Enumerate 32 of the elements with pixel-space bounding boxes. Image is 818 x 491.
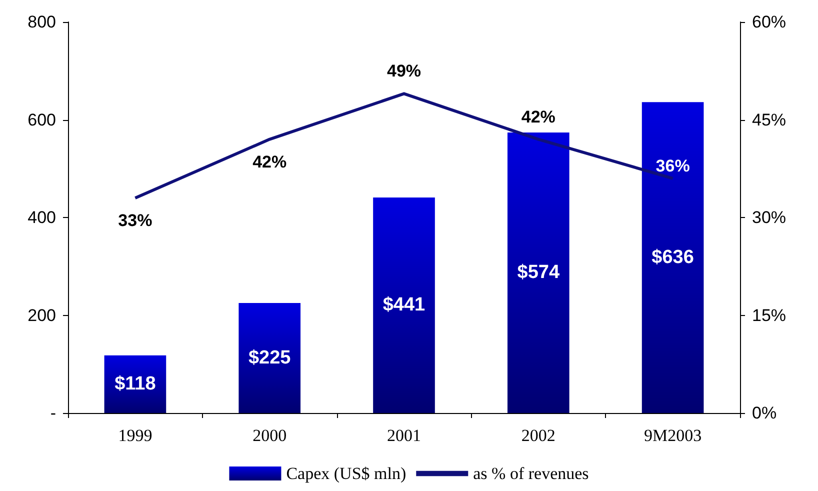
bar xyxy=(104,355,166,413)
data-label: 49% xyxy=(386,62,422,81)
data-label: $225 xyxy=(248,348,292,369)
y-tick-label: - xyxy=(50,404,56,422)
bar xyxy=(507,132,570,413)
data-label: 33% xyxy=(118,210,152,230)
y-tick-label: 800 xyxy=(28,12,56,32)
y2-tick-label: 30% xyxy=(752,208,786,227)
x-tick-label: 2001 xyxy=(387,426,421,445)
y2-tick-label: 45% xyxy=(752,110,786,130)
y2-tick-label: 15% xyxy=(752,306,786,325)
data-label: 36% xyxy=(656,156,690,176)
x-tick-label: 2002 xyxy=(521,426,556,445)
y-tick-label: 400 xyxy=(28,208,56,227)
legend-label: as % of revenues xyxy=(473,464,589,483)
x-tick-label: 2000 xyxy=(252,426,287,445)
data-label: $574 xyxy=(517,262,560,284)
data-label: $441 xyxy=(382,294,426,316)
x-tick-label: 9M2003 xyxy=(644,426,702,445)
bar xyxy=(238,303,301,413)
y-tick-label: 600 xyxy=(28,110,56,130)
y2-tick-label: 60% xyxy=(752,12,786,32)
data-label: $118 xyxy=(114,374,156,395)
legend-label: Capex (US$ mln) xyxy=(286,464,406,483)
bar xyxy=(373,197,435,413)
y-tick-label: 200 xyxy=(28,306,56,325)
data-label: 42% xyxy=(521,107,556,126)
bar xyxy=(642,102,704,413)
data-label: 42% xyxy=(252,152,287,172)
x-tick-label: 1999 xyxy=(118,426,152,445)
y2-tick-label: 0% xyxy=(752,404,777,422)
data-label: $636 xyxy=(652,247,694,268)
